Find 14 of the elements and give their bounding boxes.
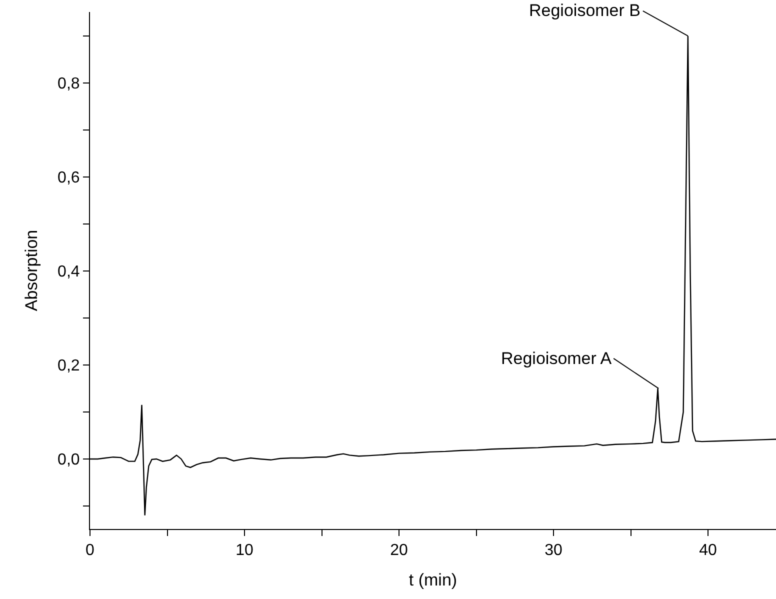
y-tick-label: 0,6 bbox=[58, 170, 80, 187]
annotation: Regioisomer B bbox=[529, 1, 640, 20]
x-tick-label: 30 bbox=[544, 542, 563, 560]
x-tick-label: 20 bbox=[390, 542, 408, 560]
x-axis-title: t (min) bbox=[408, 570, 458, 590]
y-tick-label: 0,0 bbox=[58, 452, 80, 469]
y-tick-label: 0,4 bbox=[58, 264, 80, 281]
y-tick-label: 0,8 bbox=[58, 76, 80, 93]
y-tick-label: 0,2 bbox=[58, 358, 80, 375]
x-tick-label: 10 bbox=[236, 542, 254, 560]
x-tick-label: 40 bbox=[699, 542, 718, 560]
y-axis-title: Absorption bbox=[22, 230, 42, 312]
x-tick-label: 0 bbox=[86, 542, 95, 560]
annotation: Regioisomer A bbox=[501, 349, 612, 368]
